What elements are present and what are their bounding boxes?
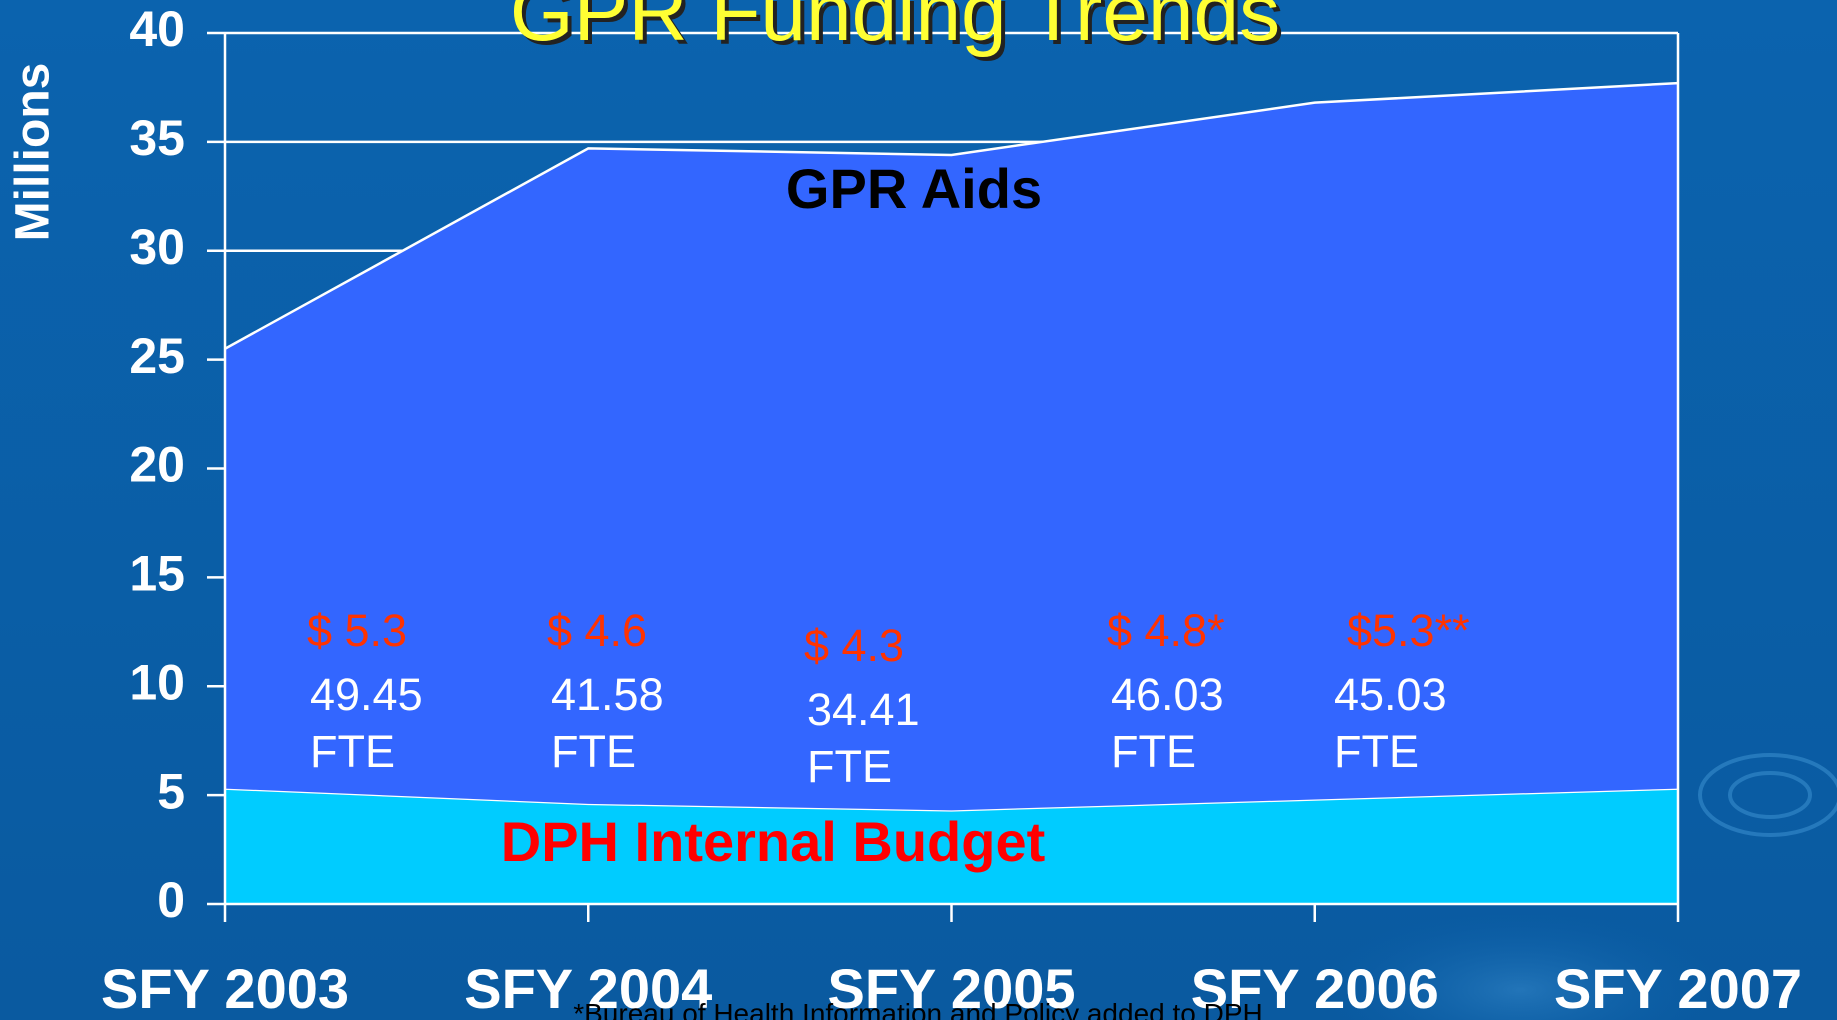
annotation-unit: FTE xyxy=(1334,726,1419,777)
annotation-amount: $ 4.8* xyxy=(1107,605,1225,656)
x-tick-label: SFY 2006 xyxy=(1191,957,1439,1020)
y-tick-label: 15 xyxy=(129,546,185,602)
y-tick-label: 0 xyxy=(157,872,185,928)
series-label: DPH Internal Budget xyxy=(501,810,1045,873)
footnote: *Bureau of Health Information and Policy… xyxy=(573,998,1263,1020)
annotation-fte: 41.58 xyxy=(551,669,664,720)
annotation-fte: 49.45 xyxy=(310,669,423,720)
area xyxy=(225,83,1678,811)
x-tick-label: SFY 2005 xyxy=(827,957,1075,1020)
x-tick-label: SFY 2007 xyxy=(1554,957,1802,1020)
ripple xyxy=(1698,753,1837,837)
annotation-unit: FTE xyxy=(310,726,395,777)
series-label: GPR Aids xyxy=(786,157,1042,220)
annotation-unit: FTE xyxy=(807,741,892,792)
area-outline xyxy=(224,81,1679,350)
x-tick-label: SFY 2003 xyxy=(101,957,349,1020)
y-tick-label: 30 xyxy=(129,219,185,275)
annotation-unit: FTE xyxy=(551,726,636,777)
annotation-unit: FTE xyxy=(1111,726,1196,777)
area xyxy=(225,788,1678,904)
annotation-amount: $ 4.6 xyxy=(547,605,647,656)
annotation-amount: $5.3** xyxy=(1347,605,1470,656)
annotation-amount: $ 4.3 xyxy=(804,620,904,671)
annotation-fte: 34.41 xyxy=(807,684,920,735)
y-tick-label: 40 xyxy=(129,1,185,57)
y-tick-label: 5 xyxy=(157,763,185,819)
ripple xyxy=(1728,771,1812,819)
x-tick-label: SFY 2004 xyxy=(464,957,712,1020)
chart-title: GPR Funding Trends xyxy=(510,0,1280,58)
y-tick-label: 25 xyxy=(129,328,185,384)
chart-title-shadow: GPR Funding Trends xyxy=(514,0,1284,62)
annotation-fte: 46.03 xyxy=(1111,669,1224,720)
annotation-amount: $ 5.3 xyxy=(307,605,407,656)
y-tick-label: 20 xyxy=(129,437,185,493)
annotation-fte: 45.03 xyxy=(1334,669,1447,720)
plot: 0 5 10 15 20 25 30 35 40 SFY 2003 SFY 2004 SFY 2005… xyxy=(101,1,1802,1020)
y-tick-label: 10 xyxy=(129,654,185,710)
y-axis-label: Millions xyxy=(7,63,60,242)
y-tick-label: 35 xyxy=(129,110,185,166)
ripple xyxy=(1320,910,1720,1020)
